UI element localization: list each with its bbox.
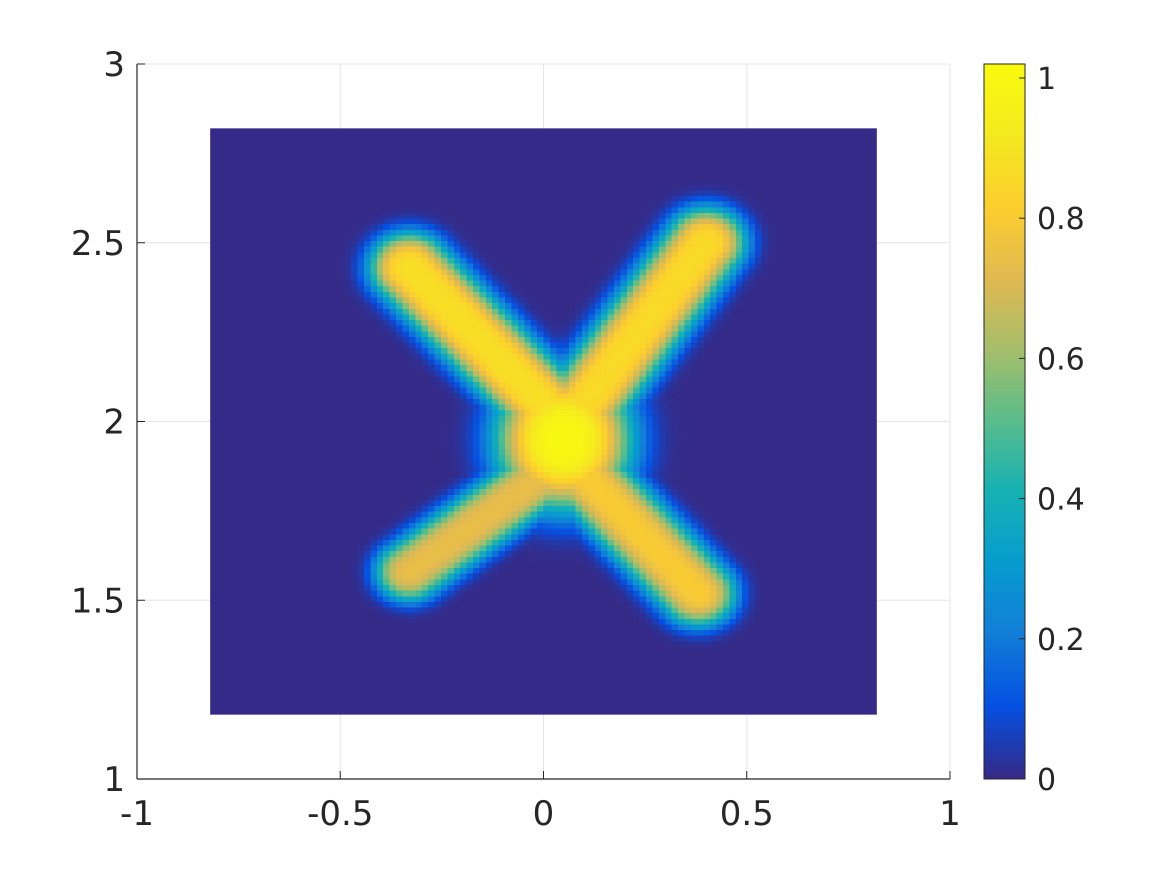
x-tick-label: 1 (939, 794, 961, 834)
colorbar-tick-label: 0.6 (1037, 342, 1085, 377)
x-tick-label: 0 (533, 794, 555, 834)
y-tick-label: 2 (103, 403, 125, 443)
y-tick-label: 1 (103, 760, 125, 800)
y-axis-ticks: 1 1.5 2 2.5 3 (71, 45, 145, 800)
colorbar-tick-label: 0.2 (1037, 623, 1085, 658)
colorbar-gradient (984, 64, 1025, 779)
y-tick-label: 2.5 (71, 224, 125, 264)
colorbar-tick-label: 0.8 (1037, 202, 1085, 237)
x-tick-label: -0.5 (307, 794, 373, 834)
colorbar-tick-label: 0 (1037, 763, 1056, 798)
colorbar-tick-label: 0.4 (1037, 483, 1085, 518)
heatmap-field (210, 128, 877, 715)
x-tick-label: -1 (120, 794, 154, 834)
colorbar-frame (983, 63, 1026, 780)
y-tick-label: 3 (103, 45, 125, 85)
x-axis-ticks: -1 -0.5 0 0.5 1 (120, 771, 961, 834)
x-tick-label: 0.5 (720, 794, 774, 834)
y-tick-label: 1.5 (71, 581, 125, 621)
colorbar: 0 0.2 0.4 0.6 0.8 1 (983, 62, 1085, 798)
colorbar-tick-label: 1 (1037, 62, 1056, 97)
